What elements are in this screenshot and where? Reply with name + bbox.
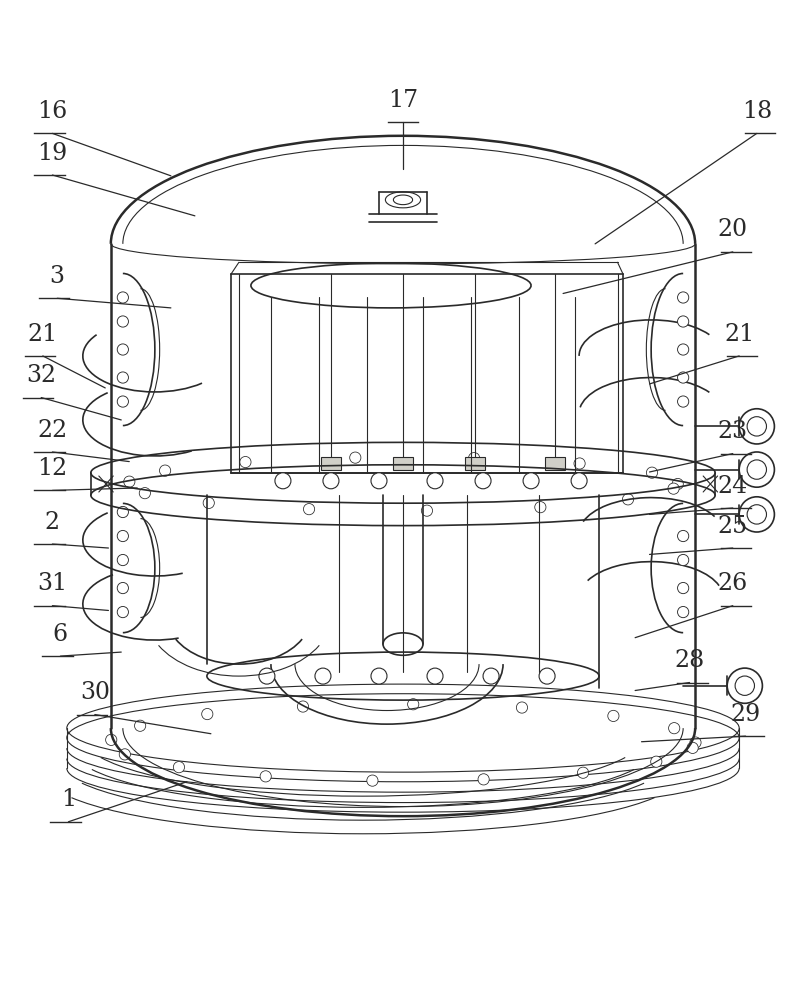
Circle shape bbox=[297, 701, 309, 712]
Circle shape bbox=[260, 771, 272, 782]
Text: 1: 1 bbox=[60, 788, 76, 811]
Circle shape bbox=[678, 344, 689, 355]
Circle shape bbox=[135, 720, 146, 731]
Text: 20: 20 bbox=[717, 218, 748, 241]
Circle shape bbox=[687, 742, 698, 753]
Text: 26: 26 bbox=[717, 572, 748, 595]
Circle shape bbox=[117, 506, 128, 518]
Text: 24: 24 bbox=[717, 475, 748, 498]
Polygon shape bbox=[321, 457, 342, 470]
Circle shape bbox=[523, 473, 539, 489]
Circle shape bbox=[517, 702, 528, 713]
Circle shape bbox=[483, 668, 499, 684]
Circle shape bbox=[678, 396, 689, 407]
Circle shape bbox=[117, 396, 128, 407]
Circle shape bbox=[117, 372, 128, 383]
Text: 21: 21 bbox=[27, 323, 58, 346]
Circle shape bbox=[678, 316, 689, 327]
Polygon shape bbox=[545, 457, 566, 470]
Circle shape bbox=[106, 734, 117, 745]
Circle shape bbox=[678, 530, 689, 542]
Circle shape bbox=[117, 316, 128, 327]
Circle shape bbox=[117, 292, 128, 303]
Circle shape bbox=[139, 488, 151, 499]
Circle shape bbox=[539, 668, 555, 684]
Text: 30: 30 bbox=[80, 681, 110, 704]
Text: 16: 16 bbox=[37, 100, 68, 123]
Circle shape bbox=[124, 476, 135, 487]
Circle shape bbox=[727, 668, 762, 703]
Text: 18: 18 bbox=[742, 100, 772, 123]
Text: 22: 22 bbox=[37, 419, 68, 442]
Circle shape bbox=[735, 676, 754, 695]
Circle shape bbox=[371, 668, 387, 684]
Circle shape bbox=[690, 737, 701, 748]
Circle shape bbox=[275, 473, 291, 489]
Circle shape bbox=[739, 452, 775, 487]
Text: 12: 12 bbox=[37, 457, 68, 480]
Circle shape bbox=[203, 497, 214, 509]
Circle shape bbox=[371, 473, 387, 489]
Text: 31: 31 bbox=[37, 572, 68, 595]
Circle shape bbox=[117, 582, 128, 594]
Circle shape bbox=[571, 473, 587, 489]
Text: 2: 2 bbox=[45, 511, 60, 534]
Circle shape bbox=[678, 554, 689, 566]
Circle shape bbox=[350, 452, 361, 463]
Circle shape bbox=[427, 668, 443, 684]
Circle shape bbox=[117, 554, 128, 566]
Circle shape bbox=[408, 699, 419, 710]
Circle shape bbox=[173, 762, 185, 773]
Circle shape bbox=[739, 409, 775, 444]
Text: 19: 19 bbox=[37, 142, 68, 165]
Text: 3: 3 bbox=[50, 265, 64, 288]
Text: 29: 29 bbox=[730, 703, 761, 726]
Circle shape bbox=[574, 458, 585, 469]
Circle shape bbox=[202, 708, 213, 720]
Circle shape bbox=[478, 774, 489, 785]
Circle shape bbox=[117, 606, 128, 618]
Text: 28: 28 bbox=[675, 649, 704, 672]
Circle shape bbox=[323, 473, 339, 489]
Circle shape bbox=[119, 749, 131, 760]
Circle shape bbox=[534, 502, 546, 513]
Circle shape bbox=[303, 504, 314, 515]
Circle shape bbox=[669, 723, 679, 734]
Text: 21: 21 bbox=[724, 323, 754, 346]
Circle shape bbox=[747, 417, 767, 436]
Circle shape bbox=[747, 460, 767, 479]
Polygon shape bbox=[464, 457, 485, 470]
Circle shape bbox=[608, 710, 619, 722]
Circle shape bbox=[678, 606, 689, 618]
Circle shape bbox=[367, 775, 378, 786]
Circle shape bbox=[650, 756, 662, 767]
Text: 32: 32 bbox=[26, 364, 56, 387]
Circle shape bbox=[117, 530, 128, 542]
Circle shape bbox=[672, 478, 683, 490]
Circle shape bbox=[427, 473, 443, 489]
Text: 17: 17 bbox=[388, 89, 418, 112]
Circle shape bbox=[678, 372, 689, 383]
Text: 25: 25 bbox=[717, 515, 748, 538]
Circle shape bbox=[739, 497, 775, 532]
Circle shape bbox=[678, 292, 689, 303]
Circle shape bbox=[468, 453, 480, 464]
Polygon shape bbox=[393, 457, 413, 470]
Circle shape bbox=[678, 582, 689, 594]
Circle shape bbox=[646, 467, 658, 478]
Circle shape bbox=[577, 767, 588, 778]
Circle shape bbox=[747, 505, 767, 524]
Circle shape bbox=[622, 494, 634, 505]
Circle shape bbox=[422, 505, 433, 516]
Circle shape bbox=[160, 465, 171, 476]
Circle shape bbox=[315, 668, 331, 684]
Circle shape bbox=[259, 668, 275, 684]
Circle shape bbox=[240, 456, 251, 468]
Circle shape bbox=[475, 473, 491, 489]
Text: 6: 6 bbox=[53, 623, 68, 646]
Text: 23: 23 bbox=[717, 420, 748, 443]
Circle shape bbox=[117, 344, 128, 355]
Circle shape bbox=[668, 483, 679, 494]
